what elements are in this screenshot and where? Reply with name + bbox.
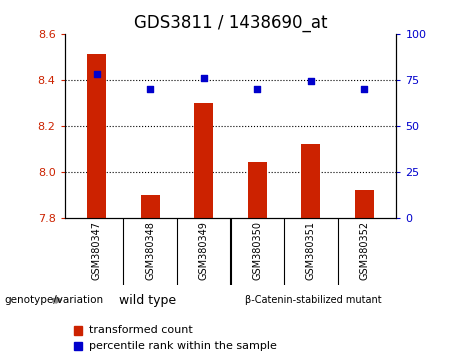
Text: transformed count: transformed count: [89, 325, 193, 335]
Text: wild type: wild type: [119, 293, 176, 307]
Bar: [248, 162, 266, 218]
Text: GSM380350: GSM380350: [252, 221, 262, 280]
Bar: [355, 190, 374, 218]
Point: [254, 86, 261, 92]
Text: GSM380351: GSM380351: [306, 221, 316, 280]
Text: GSM380352: GSM380352: [359, 221, 369, 280]
Text: GSM380347: GSM380347: [92, 221, 102, 280]
Title: GDS3811 / 1438690_at: GDS3811 / 1438690_at: [134, 15, 327, 32]
Point: [147, 86, 154, 92]
Text: GSM380348: GSM380348: [145, 221, 155, 280]
Bar: [141, 195, 160, 218]
Point: [307, 79, 314, 84]
Text: β-Catenin-stabilized mutant: β-Catenin-stabilized mutant: [245, 295, 382, 305]
Bar: [195, 103, 213, 218]
Point: [361, 86, 368, 92]
Bar: [301, 144, 320, 218]
Point: [200, 75, 207, 81]
Bar: [87, 54, 106, 218]
Point: [93, 71, 100, 77]
Text: genotype/variation: genotype/variation: [5, 295, 104, 305]
Text: GSM380349: GSM380349: [199, 221, 209, 280]
Text: percentile rank within the sample: percentile rank within the sample: [89, 341, 277, 351]
